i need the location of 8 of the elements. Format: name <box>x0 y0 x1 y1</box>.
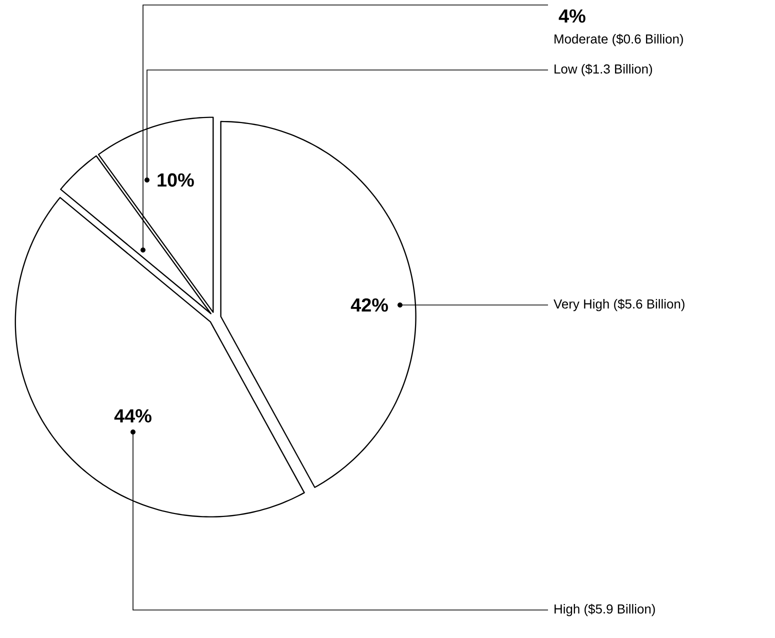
slice-label: High ($5.9 Billion) <box>554 604 655 616</box>
data-label: 44% <box>114 409 152 422</box>
slice-label: Low ($1.3 Billion) <box>554 64 652 76</box>
data-label: 10% <box>158 173 194 187</box>
data-label: 4% <box>558 9 586 23</box>
slice-label: Very High ($5.6 Billion) <box>554 298 684 312</box>
slice-label: Moderate ($0.6 Billion) <box>554 34 683 46</box>
data-label: 42% <box>350 298 388 312</box>
